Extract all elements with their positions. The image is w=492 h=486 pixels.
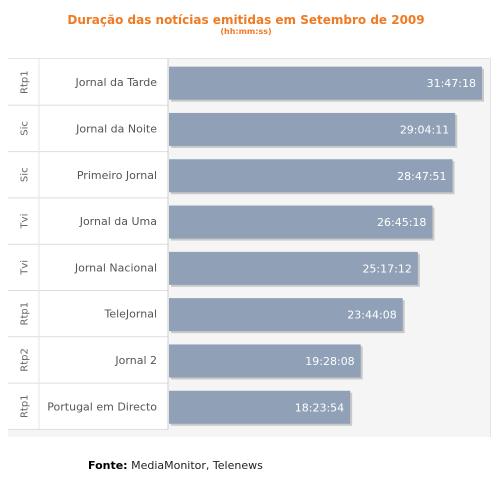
group-label: Rtp1 <box>20 70 31 94</box>
category-label: Jornal 2 <box>114 354 157 367</box>
bar <box>169 344 361 378</box>
source-note: Fonte: MediaMonitor, Telenews <box>88 459 263 472</box>
category-label: Portugal em Directo <box>47 400 157 413</box>
bar <box>169 205 433 239</box>
chart-subtitle: (hh:mm:ss) <box>220 27 272 36</box>
bar <box>169 159 453 193</box>
data-label: 31:47:18 <box>427 77 476 90</box>
category-label: Primeiro Jornal <box>77 169 157 182</box>
group-label: Tvi <box>20 214 31 230</box>
category-label: Jornal da Noite <box>75 122 157 135</box>
data-label: 25:17:12 <box>362 262 411 275</box>
group-label: Rtp1 <box>20 394 31 418</box>
group-label: Sic <box>20 121 31 136</box>
group-label: Tvi <box>20 260 31 276</box>
bar <box>169 112 456 146</box>
bar <box>169 66 482 100</box>
bar <box>169 251 418 285</box>
data-label: 26:45:18 <box>377 216 426 229</box>
data-label: 28:47:51 <box>397 170 446 183</box>
bar-chart: Rtp1 Jornal da Tarde 31:47:18 Sic Jornal da … <box>8 59 484 430</box>
group-label: Rtp1 <box>20 302 31 326</box>
bar <box>169 298 403 332</box>
category-label: Jornal Nacional <box>74 261 157 274</box>
chart-area: Rtp1 Jornal da Tarde 31:47:18 Sic Jornal da … <box>8 58 491 437</box>
category-label: Jornal da Uma <box>79 215 157 228</box>
data-label: 29:04:11 <box>400 123 449 136</box>
category-label: TeleJornal <box>103 308 157 321</box>
data-label: 19:28:08 <box>305 355 354 368</box>
source-text: MediaMonitor, Telenews <box>131 459 263 472</box>
data-label: 23:44:08 <box>347 309 396 322</box>
bar <box>169 390 351 424</box>
chart-title: Duração das notícias emitidas em Setembr… <box>67 13 425 27</box>
group-label: Rtp2 <box>20 348 31 372</box>
group-label: Sic <box>20 167 31 182</box>
source-label: Fonte: <box>88 459 128 472</box>
data-label: 18:23:54 <box>295 401 344 414</box>
category-label: Jornal da Tarde <box>74 76 157 89</box>
